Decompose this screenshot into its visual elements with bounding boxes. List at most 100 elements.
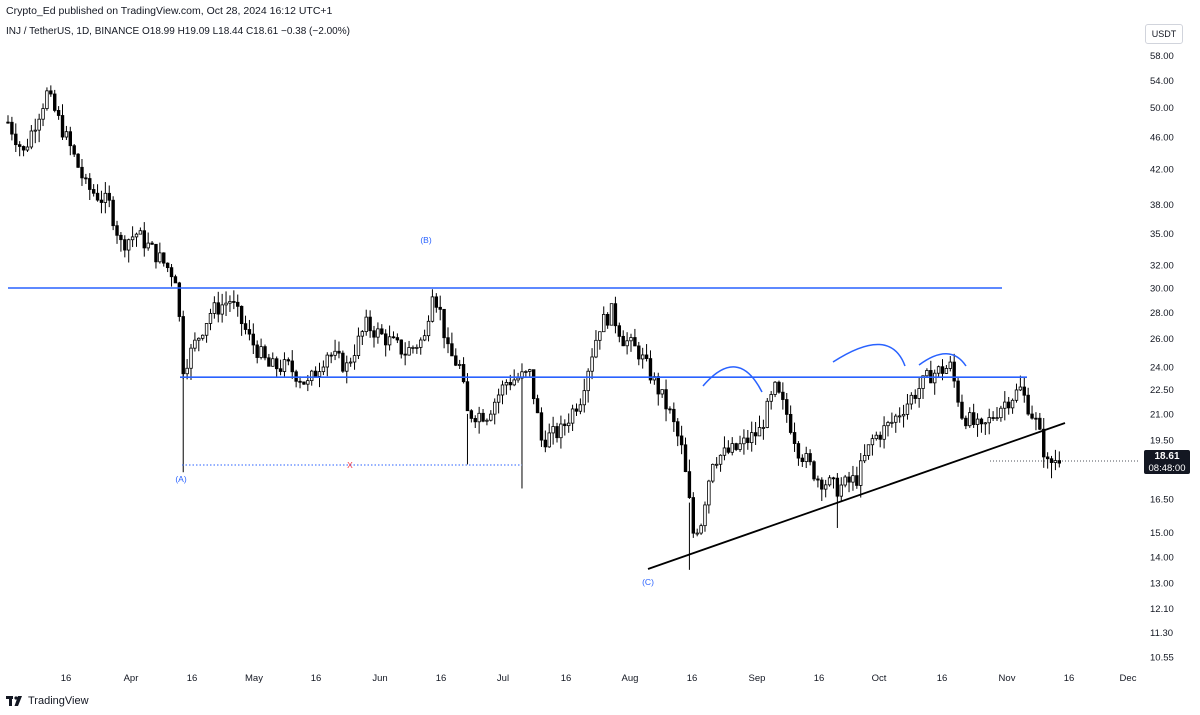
candle-body [236, 301, 240, 307]
wave-label-b: (B) [420, 235, 432, 245]
candle-body [337, 350, 341, 354]
candle-body [1053, 460, 1058, 463]
brand-name: TradingView [28, 695, 89, 707]
candle-body [866, 444, 871, 456]
candle-body [855, 475, 859, 486]
candle-body [325, 354, 329, 368]
candle-body [376, 328, 380, 338]
candle-body [419, 339, 423, 348]
candle-body [979, 418, 984, 425]
candle-body [263, 346, 267, 359]
candle-body [531, 369, 536, 400]
candle-body [158, 252, 162, 263]
wave-label-a: (A) [175, 474, 187, 484]
candle-body [130, 236, 135, 241]
candle-body [259, 346, 263, 358]
candle-body [936, 366, 941, 374]
y-tick-label: 54.00 [1150, 76, 1174, 87]
candle-body [6, 121, 10, 124]
candle-body [1022, 386, 1026, 396]
candle-body [181, 316, 185, 375]
candle-body [1057, 460, 1062, 464]
y-tick-label: 26.00 [1150, 334, 1174, 345]
candle-body [512, 379, 516, 386]
candle-body [239, 305, 244, 325]
candle-body [1014, 389, 1019, 401]
candle-body [224, 302, 228, 306]
candle-body [68, 131, 72, 147]
candle-body [788, 413, 793, 433]
candle-body [302, 381, 306, 385]
candle-body [10, 121, 14, 135]
candle-body [890, 421, 894, 424]
candle-body [189, 347, 193, 369]
candle-body [1034, 417, 1038, 420]
head-arc [832, 343, 906, 367]
candle-body [450, 343, 454, 357]
candle-body [1010, 399, 1015, 409]
candle-body [138, 230, 143, 235]
candle-body [676, 421, 680, 437]
candle-body [543, 439, 548, 448]
y-tick-label: 50.00 [1150, 103, 1174, 114]
candle-body [761, 427, 766, 429]
ohlc-values: O18.99 H19.09 L18.44 C18.61 −0.38 (−2.00… [141, 26, 350, 37]
candle-body [107, 192, 111, 201]
candle-body [271, 358, 275, 367]
candle-body [1042, 428, 1046, 458]
candle-body [570, 408, 575, 424]
last-price-tag: 18.61 08:48:00 [1144, 450, 1190, 474]
candle-body [551, 426, 555, 434]
x-tick-label: Nov [999, 673, 1016, 684]
candle-body [594, 339, 598, 358]
candle-body [827, 477, 832, 486]
candle-body [169, 267, 174, 278]
y-tick-label: 24.00 [1150, 362, 1174, 373]
candle-body [882, 425, 886, 440]
candle-body [812, 461, 816, 480]
candle-body [718, 454, 723, 465]
candle-body [711, 463, 715, 482]
candle-body [909, 394, 914, 405]
candle-body [547, 432, 551, 448]
candle-body [944, 368, 949, 374]
candle-body [987, 417, 991, 424]
currency-selector[interactable]: USDT [1145, 24, 1183, 44]
candle-body [399, 339, 403, 355]
candle-body [605, 314, 610, 326]
candle-body [387, 336, 392, 346]
candle-body [306, 380, 310, 385]
candle-body [465, 381, 470, 412]
candle-body [17, 144, 22, 147]
candle-body [313, 370, 318, 377]
candle-body [781, 391, 785, 400]
candle-body [633, 337, 637, 347]
candle-body [247, 329, 252, 335]
y-tick-label: 35.00 [1150, 229, 1174, 240]
candle-body [656, 376, 660, 395]
candle-body [800, 457, 805, 463]
candle-body [446, 337, 450, 345]
x-tick-label: 16 [687, 673, 698, 684]
y-tick-label: 16.50 [1150, 495, 1174, 506]
candle-body [609, 303, 614, 326]
candle-body [524, 371, 528, 373]
candle-body [905, 403, 910, 415]
candle-body [683, 444, 688, 473]
candle-body [917, 388, 921, 399]
candle-body [115, 225, 119, 236]
candle-body [590, 356, 594, 372]
candle-body [37, 118, 41, 131]
candle-body [14, 133, 18, 146]
candle-body [664, 389, 668, 410]
candle-body [162, 252, 166, 264]
candle-body [103, 192, 108, 203]
tradingview-logo-icon [6, 696, 22, 706]
candle-body [874, 434, 879, 440]
y-tick-label: 21.00 [1150, 409, 1174, 420]
candle-body [808, 453, 812, 463]
candle-body [1030, 413, 1034, 419]
candle-body [282, 359, 287, 372]
publish-info: Crypto_Ed published on TradingView.com, … [6, 5, 333, 17]
